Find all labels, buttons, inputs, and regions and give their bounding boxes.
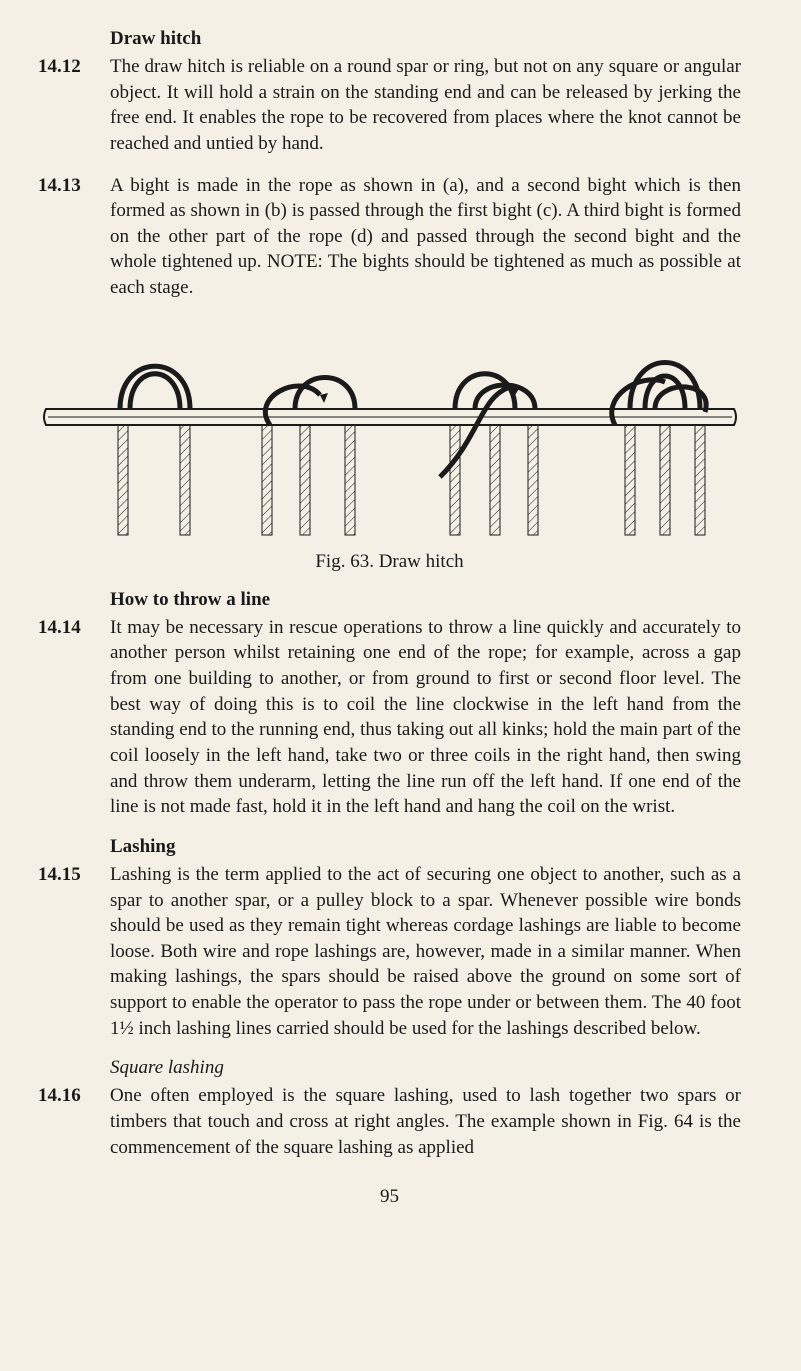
- entry-number: 14.14: [38, 615, 110, 641]
- entry-14-16: 14.16 One often employed is the square l…: [38, 1083, 741, 1160]
- entry-number: 14.15: [38, 862, 110, 888]
- draw-hitch-diagram-icon: [40, 317, 740, 547]
- figure-63: [38, 317, 741, 547]
- entry-text: Lashing is the term applied to the act o…: [110, 862, 741, 1041]
- entry-14-14: 14.14 It may be necessary in rescue oper…: [38, 615, 741, 820]
- entry-number: 14.16: [38, 1083, 110, 1109]
- entry-text: A bight is made in the rope as shown in …: [110, 173, 741, 301]
- heading-lashing: Lashing: [110, 836, 741, 858]
- entry-text: The draw hitch is reliable on a round sp…: [110, 54, 741, 157]
- entry-number: 14.13: [38, 173, 110, 199]
- panel-d-icon: [611, 362, 705, 535]
- heading-square-lashing: Square lashing: [110, 1057, 741, 1079]
- entry-14-13: 14.13 A bight is made in the rope as sho…: [38, 173, 741, 301]
- figure-caption: Fig. 63. Draw hitch: [38, 551, 741, 573]
- entry-14-12: 14.12 The draw hitch is reliable on a ro…: [38, 54, 741, 157]
- heading-how-to-throw: How to throw a line: [110, 589, 741, 611]
- entry-14-15: 14.15 Lashing is the term applied to the…: [38, 862, 741, 1041]
- entry-text: One often employed is the square lashing…: [110, 1083, 741, 1160]
- page-number: 95: [38, 1186, 741, 1208]
- entry-number: 14.12: [38, 54, 110, 80]
- entry-text: It may be necessary in rescue operations…: [110, 615, 741, 820]
- panel-a-icon: [118, 366, 190, 535]
- panel-c-icon: [440, 374, 538, 535]
- panel-b-icon: [262, 377, 355, 535]
- scanned-page: Draw hitch 14.12 The draw hitch is relia…: [0, 0, 801, 1371]
- heading-draw-hitch: Draw hitch: [110, 28, 741, 50]
